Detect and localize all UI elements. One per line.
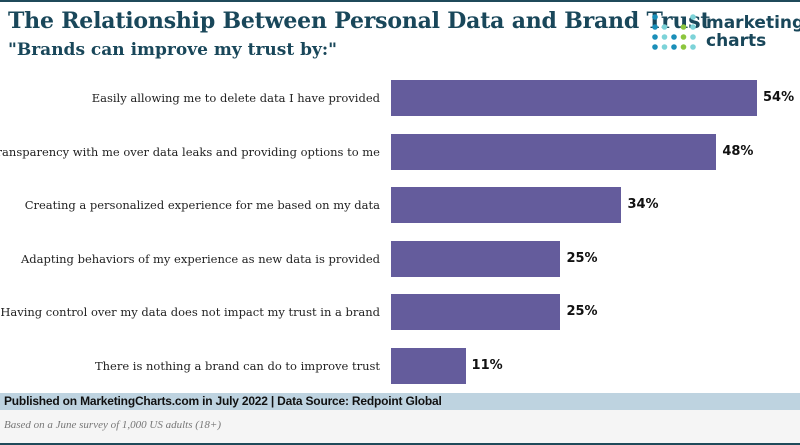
marketingcharts-logo: marketing charts — [652, 14, 800, 54]
bar — [391, 240, 561, 277]
footer-note-band — [0, 410, 800, 443]
logo-dot — [690, 24, 696, 30]
top-border — [0, 0, 800, 2]
bar — [391, 347, 466, 384]
value-label: 34% — [627, 197, 659, 212]
logo-dot — [690, 34, 696, 40]
bottom-border — [0, 443, 800, 445]
bar — [391, 80, 757, 116]
logo-dot — [690, 14, 696, 20]
value-label: 48% — [722, 143, 754, 159]
logo-text-line2: charts — [706, 31, 767, 51]
category-label: Creating a personalized experience for m… — [24, 198, 380, 212]
logo-dot — [652, 24, 658, 30]
footer-note: Based on a June survey of 1,000 US adult… — [4, 419, 221, 431]
bar — [391, 187, 622, 223]
logo-dot — [680, 44, 687, 50]
logo-dot — [671, 34, 677, 40]
logo-dot — [661, 34, 668, 40]
logo-dot — [690, 44, 696, 50]
footer-source-band — [0, 393, 800, 410]
category-label: Adapting behaviors of my experience as n… — [20, 251, 380, 266]
category-label: Having control over my data does not imp… — [0, 305, 380, 319]
logo-dot — [671, 44, 677, 50]
logo-dot — [652, 44, 658, 50]
chart-title: The Relationship Between Personal Data a… — [8, 8, 711, 34]
logo-dot — [680, 24, 687, 30]
logo-dot — [661, 44, 668, 50]
bar — [391, 133, 717, 170]
category-label: Easily allowing me to delete data I have… — [91, 91, 380, 105]
logo-dots-icon — [652, 14, 696, 50]
category-label: Transparency with me over data leaks and… — [0, 144, 380, 159]
logo-dot — [652, 34, 658, 40]
logo-dot — [661, 24, 668, 30]
bar — [391, 294, 561, 330]
logo-dot — [652, 14, 658, 20]
value-label: 25% — [566, 304, 598, 319]
logo-dot — [680, 34, 687, 40]
chart-subtitle: "Brands can improve my trust by:" — [8, 40, 338, 60]
value-label: 11% — [471, 357, 503, 373]
footer-source: Published on MarketingCharts.com in July… — [4, 394, 442, 408]
value-label: 25% — [566, 250, 598, 266]
category-label: There is nothing a brand can do to impro… — [94, 358, 380, 373]
logo-text: marketing charts — [706, 14, 800, 50]
value-label: 54% — [763, 90, 795, 105]
logo-text-line1: marketing — [706, 13, 800, 33]
bar-chart: Easily allowing me to delete data I have… — [0, 70, 800, 386]
